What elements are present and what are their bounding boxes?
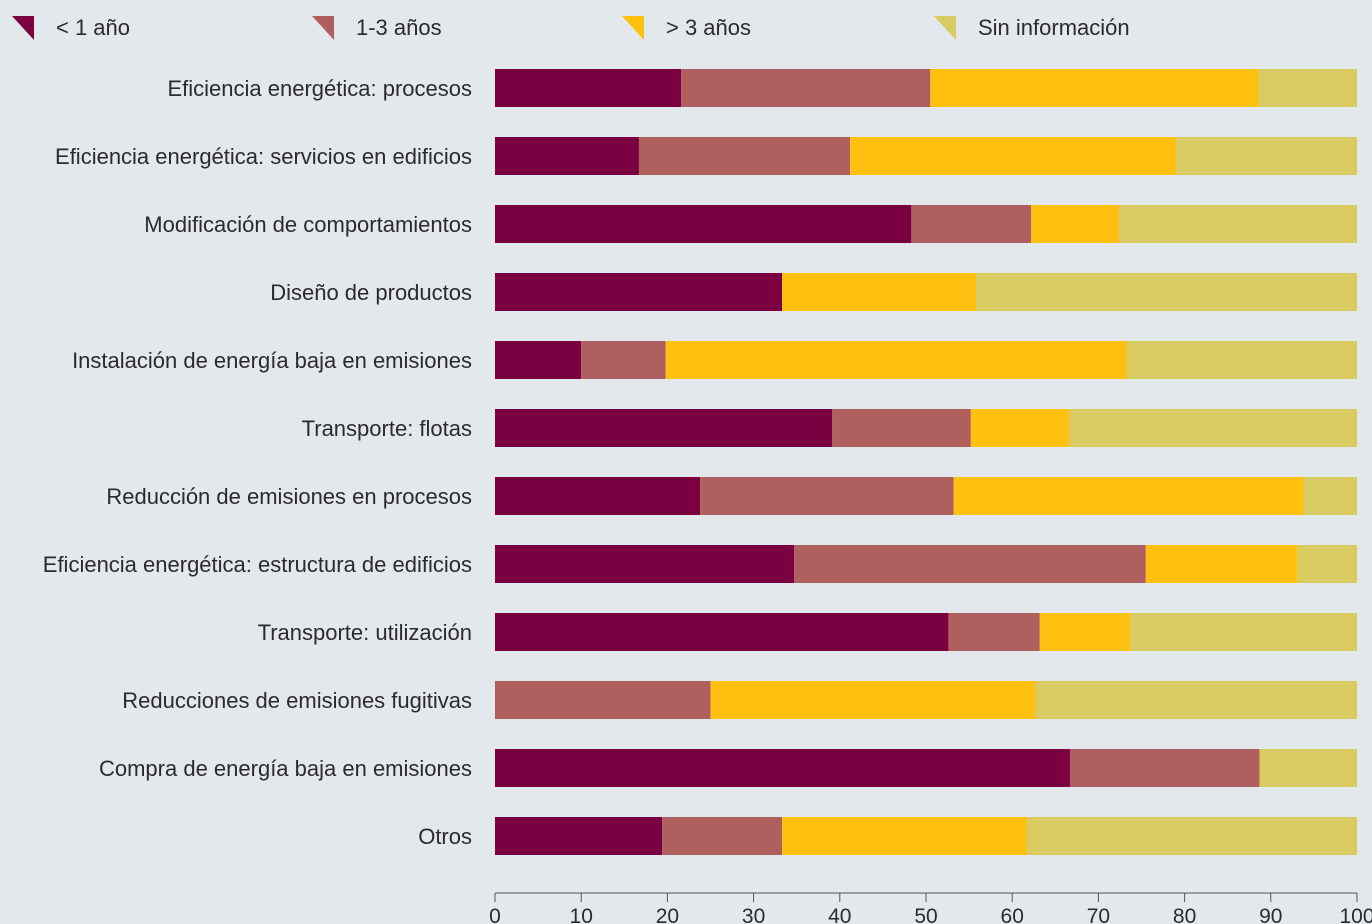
legend-swatch [12, 16, 34, 40]
bar-segment [1069, 749, 1260, 787]
x-tick-label: 30 [742, 905, 765, 924]
bar-segment [1258, 69, 1357, 107]
legend-item: < 1 año [12, 15, 130, 40]
bar-segment [782, 817, 1027, 855]
x-tick-label: 50 [914, 905, 937, 924]
category-label: Otros [418, 824, 472, 849]
bar-segment [495, 205, 912, 243]
legend-label: > 3 años [666, 15, 751, 40]
bar-segment [665, 341, 1127, 379]
bar-segment [681, 69, 931, 107]
legend-item: Sin información [934, 15, 1130, 40]
category-label: Reducciones de emisiones fugitivas [122, 688, 472, 713]
legend-swatch [934, 16, 956, 40]
bar-segment [794, 545, 1146, 583]
bar-segment [495, 681, 711, 719]
x-tick-label: 0 [489, 905, 501, 924]
x-tick-label: 70 [1087, 905, 1110, 924]
bars [495, 69, 1357, 855]
bar-segment [495, 341, 582, 379]
bar-segment [495, 545, 795, 583]
category-label: Reducción de emisiones en procesos [106, 484, 472, 509]
x-tick-label: 20 [656, 905, 679, 924]
x-tick-label: 90 [1259, 905, 1282, 924]
x-axis: 0 10 20 30 40 50 60 70 80 90 100 [489, 892, 1372, 924]
bar-segment [495, 477, 701, 515]
legend-label: < 1 año [56, 15, 130, 40]
x-tick-label: 10 [570, 905, 593, 924]
bar-segment [662, 817, 783, 855]
bar-segment [1035, 681, 1357, 719]
legend: < 1 año 1-3 años > 3 años Sin información [12, 15, 1130, 40]
x-tick-label: 60 [1001, 905, 1024, 924]
legend-swatch [622, 16, 644, 40]
x-tick-label: 100 [1339, 905, 1372, 924]
category-labels: Eficiencia energética: procesos Eficienci… [43, 76, 472, 849]
bar-segment [976, 273, 1357, 311]
bar-segment [1069, 409, 1357, 447]
bar-segment [1297, 545, 1357, 583]
bar-segment [495, 69, 682, 107]
bar-segment [1303, 477, 1357, 515]
bar-segment [930, 69, 1259, 107]
bar-segment [953, 477, 1304, 515]
bar-segment [495, 273, 783, 311]
bar-segment [1026, 817, 1357, 855]
legend-item: 1-3 años [312, 15, 442, 40]
bar-segment [495, 409, 833, 447]
x-tick-label: 40 [828, 905, 851, 924]
bar-segment [1119, 205, 1357, 243]
bar-segment [1259, 749, 1357, 787]
legend-label: Sin información [978, 15, 1130, 40]
bar-segment [948, 613, 1040, 651]
category-label: Diseño de productos [270, 280, 472, 305]
bar-segment [1031, 205, 1120, 243]
category-label: Transporte: utilización [258, 620, 472, 645]
category-label: Eficiencia energética: estructura de edi… [43, 552, 472, 577]
bar-segment [495, 613, 949, 651]
bar-segment [782, 273, 976, 311]
legend-label: 1-3 años [356, 15, 442, 40]
bar-segment [495, 817, 663, 855]
category-label: Transporte: flotas [302, 416, 472, 441]
bar-segment [1039, 613, 1131, 651]
bar-segment [970, 409, 1070, 447]
bar-segment [581, 341, 666, 379]
bar-segment [832, 409, 971, 447]
bar-segment [911, 205, 1032, 243]
bar-segment [638, 137, 851, 175]
legend-item: > 3 años [622, 15, 751, 40]
category-label: Modificación de comportamientos [144, 212, 472, 237]
bar-segment [495, 137, 639, 175]
x-tick-label: 80 [1173, 905, 1196, 924]
bar-segment [1126, 341, 1357, 379]
category-label: Eficiencia energética: servicios en edif… [55, 144, 472, 169]
bar-segment [1175, 137, 1357, 175]
category-label: Eficiencia energética: procesos [168, 76, 473, 101]
bar-segment [1130, 613, 1357, 651]
category-label: Instalación de energía baja en emisiones [72, 348, 472, 373]
legend-swatch [312, 16, 334, 40]
bar-segment [495, 749, 1070, 787]
bar-segment [1145, 545, 1298, 583]
category-label: Compra de energía baja en emisiones [99, 756, 472, 781]
bar-segment [850, 137, 1176, 175]
bar-segment [700, 477, 954, 515]
bar-segment [710, 681, 1036, 719]
